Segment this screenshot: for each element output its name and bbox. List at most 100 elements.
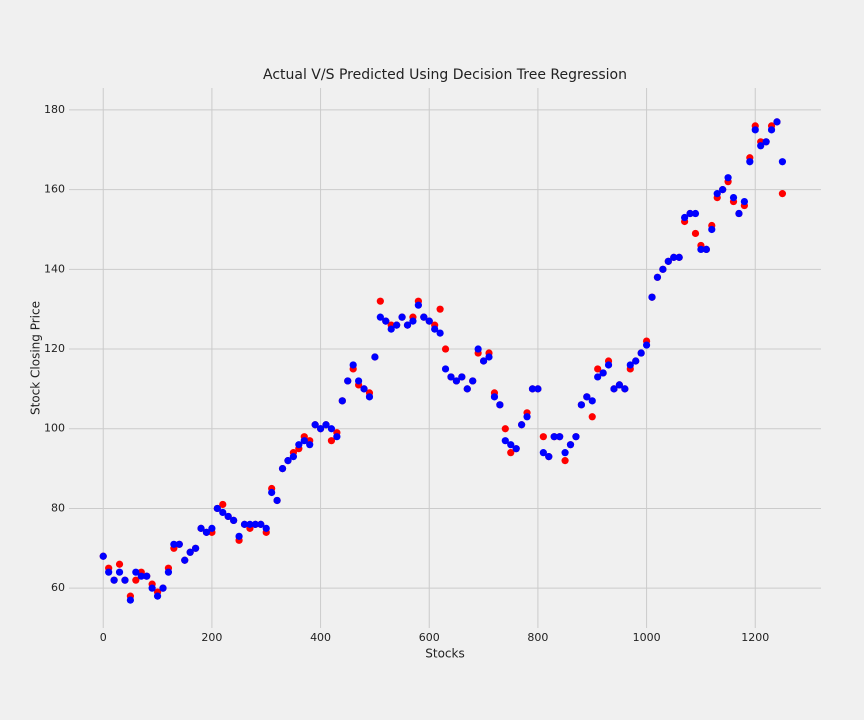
point: [670, 253, 678, 261]
point: [333, 433, 341, 441]
point: [691, 209, 700, 218]
point: [561, 457, 569, 465]
point: [219, 508, 227, 517]
point: [561, 449, 569, 457]
point: [164, 568, 173, 576]
point: [479, 357, 488, 365]
point: [485, 353, 493, 361]
point: [268, 488, 276, 497]
point: [425, 317, 433, 325]
point: [490, 393, 499, 401]
point: [137, 572, 145, 580]
point: [441, 345, 450, 353]
point: [659, 265, 667, 273]
point: [322, 421, 330, 429]
point: [496, 401, 504, 409]
point: [452, 377, 461, 385]
point: [724, 174, 732, 182]
point: [338, 397, 346, 405]
point: [376, 297, 384, 305]
point: [751, 126, 759, 134]
y-tick-label: 180: [44, 103, 65, 116]
point: [327, 425, 336, 433]
point: [648, 293, 656, 301]
point: [126, 596, 134, 604]
point: [159, 584, 167, 592]
point: [115, 568, 124, 576]
point: [420, 313, 428, 321]
point: [653, 273, 662, 281]
point: [376, 313, 384, 321]
point: [273, 496, 281, 505]
point: [344, 377, 352, 385]
point: [105, 568, 113, 576]
point: [507, 449, 515, 457]
point: [713, 190, 721, 198]
point: [230, 516, 238, 524]
point: [99, 552, 107, 560]
point: [501, 425, 509, 433]
point: [469, 377, 477, 385]
point: [219, 500, 227, 509]
point: [691, 229, 700, 238]
x-tick-label: 200: [201, 631, 222, 644]
point: [224, 512, 232, 521]
point: [153, 592, 162, 600]
point: [202, 528, 211, 536]
y-tick-label: 100: [44, 422, 65, 435]
x-tick-label: 1000: [633, 631, 661, 644]
point: [148, 584, 156, 592]
point: [387, 325, 395, 333]
point: [681, 213, 689, 222]
point: [588, 397, 596, 405]
point: [767, 126, 776, 134]
point: [316, 425, 325, 433]
point: [295, 441, 303, 449]
point: [778, 190, 787, 198]
y-tick-label: 120: [44, 342, 65, 355]
point: [441, 365, 450, 373]
point: [110, 576, 118, 584]
point: [355, 377, 363, 385]
point: [545, 453, 553, 461]
point: [115, 560, 124, 568]
point: [257, 520, 265, 528]
point: [729, 193, 738, 202]
point: [604, 361, 613, 369]
point: [702, 245, 710, 254]
point: [550, 433, 558, 441]
point: [284, 457, 292, 465]
point: [436, 329, 444, 337]
point: [246, 520, 254, 528]
point: [360, 385, 368, 393]
x-tick-label: 1200: [741, 631, 769, 644]
point: [588, 413, 596, 421]
point: [300, 437, 308, 445]
y-tick-label: 160: [44, 183, 65, 196]
point: [382, 317, 390, 325]
point: [132, 576, 140, 584]
point: [213, 504, 221, 513]
point: [349, 361, 357, 369]
point: [594, 365, 602, 373]
point: [403, 321, 412, 329]
point: [599, 369, 607, 377]
point: [175, 540, 183, 548]
point: [235, 532, 243, 540]
point: [594, 373, 602, 381]
point: [262, 524, 270, 532]
point: [534, 385, 542, 393]
point: [181, 556, 189, 564]
point: [642, 341, 651, 349]
x-tick-label: 800: [527, 631, 548, 644]
point: [539, 449, 547, 457]
point: [757, 142, 765, 150]
point: [289, 453, 298, 461]
point: [132, 568, 140, 576]
point: [512, 445, 520, 453]
x-tick-label: 400: [310, 631, 331, 644]
point: [621, 385, 629, 393]
